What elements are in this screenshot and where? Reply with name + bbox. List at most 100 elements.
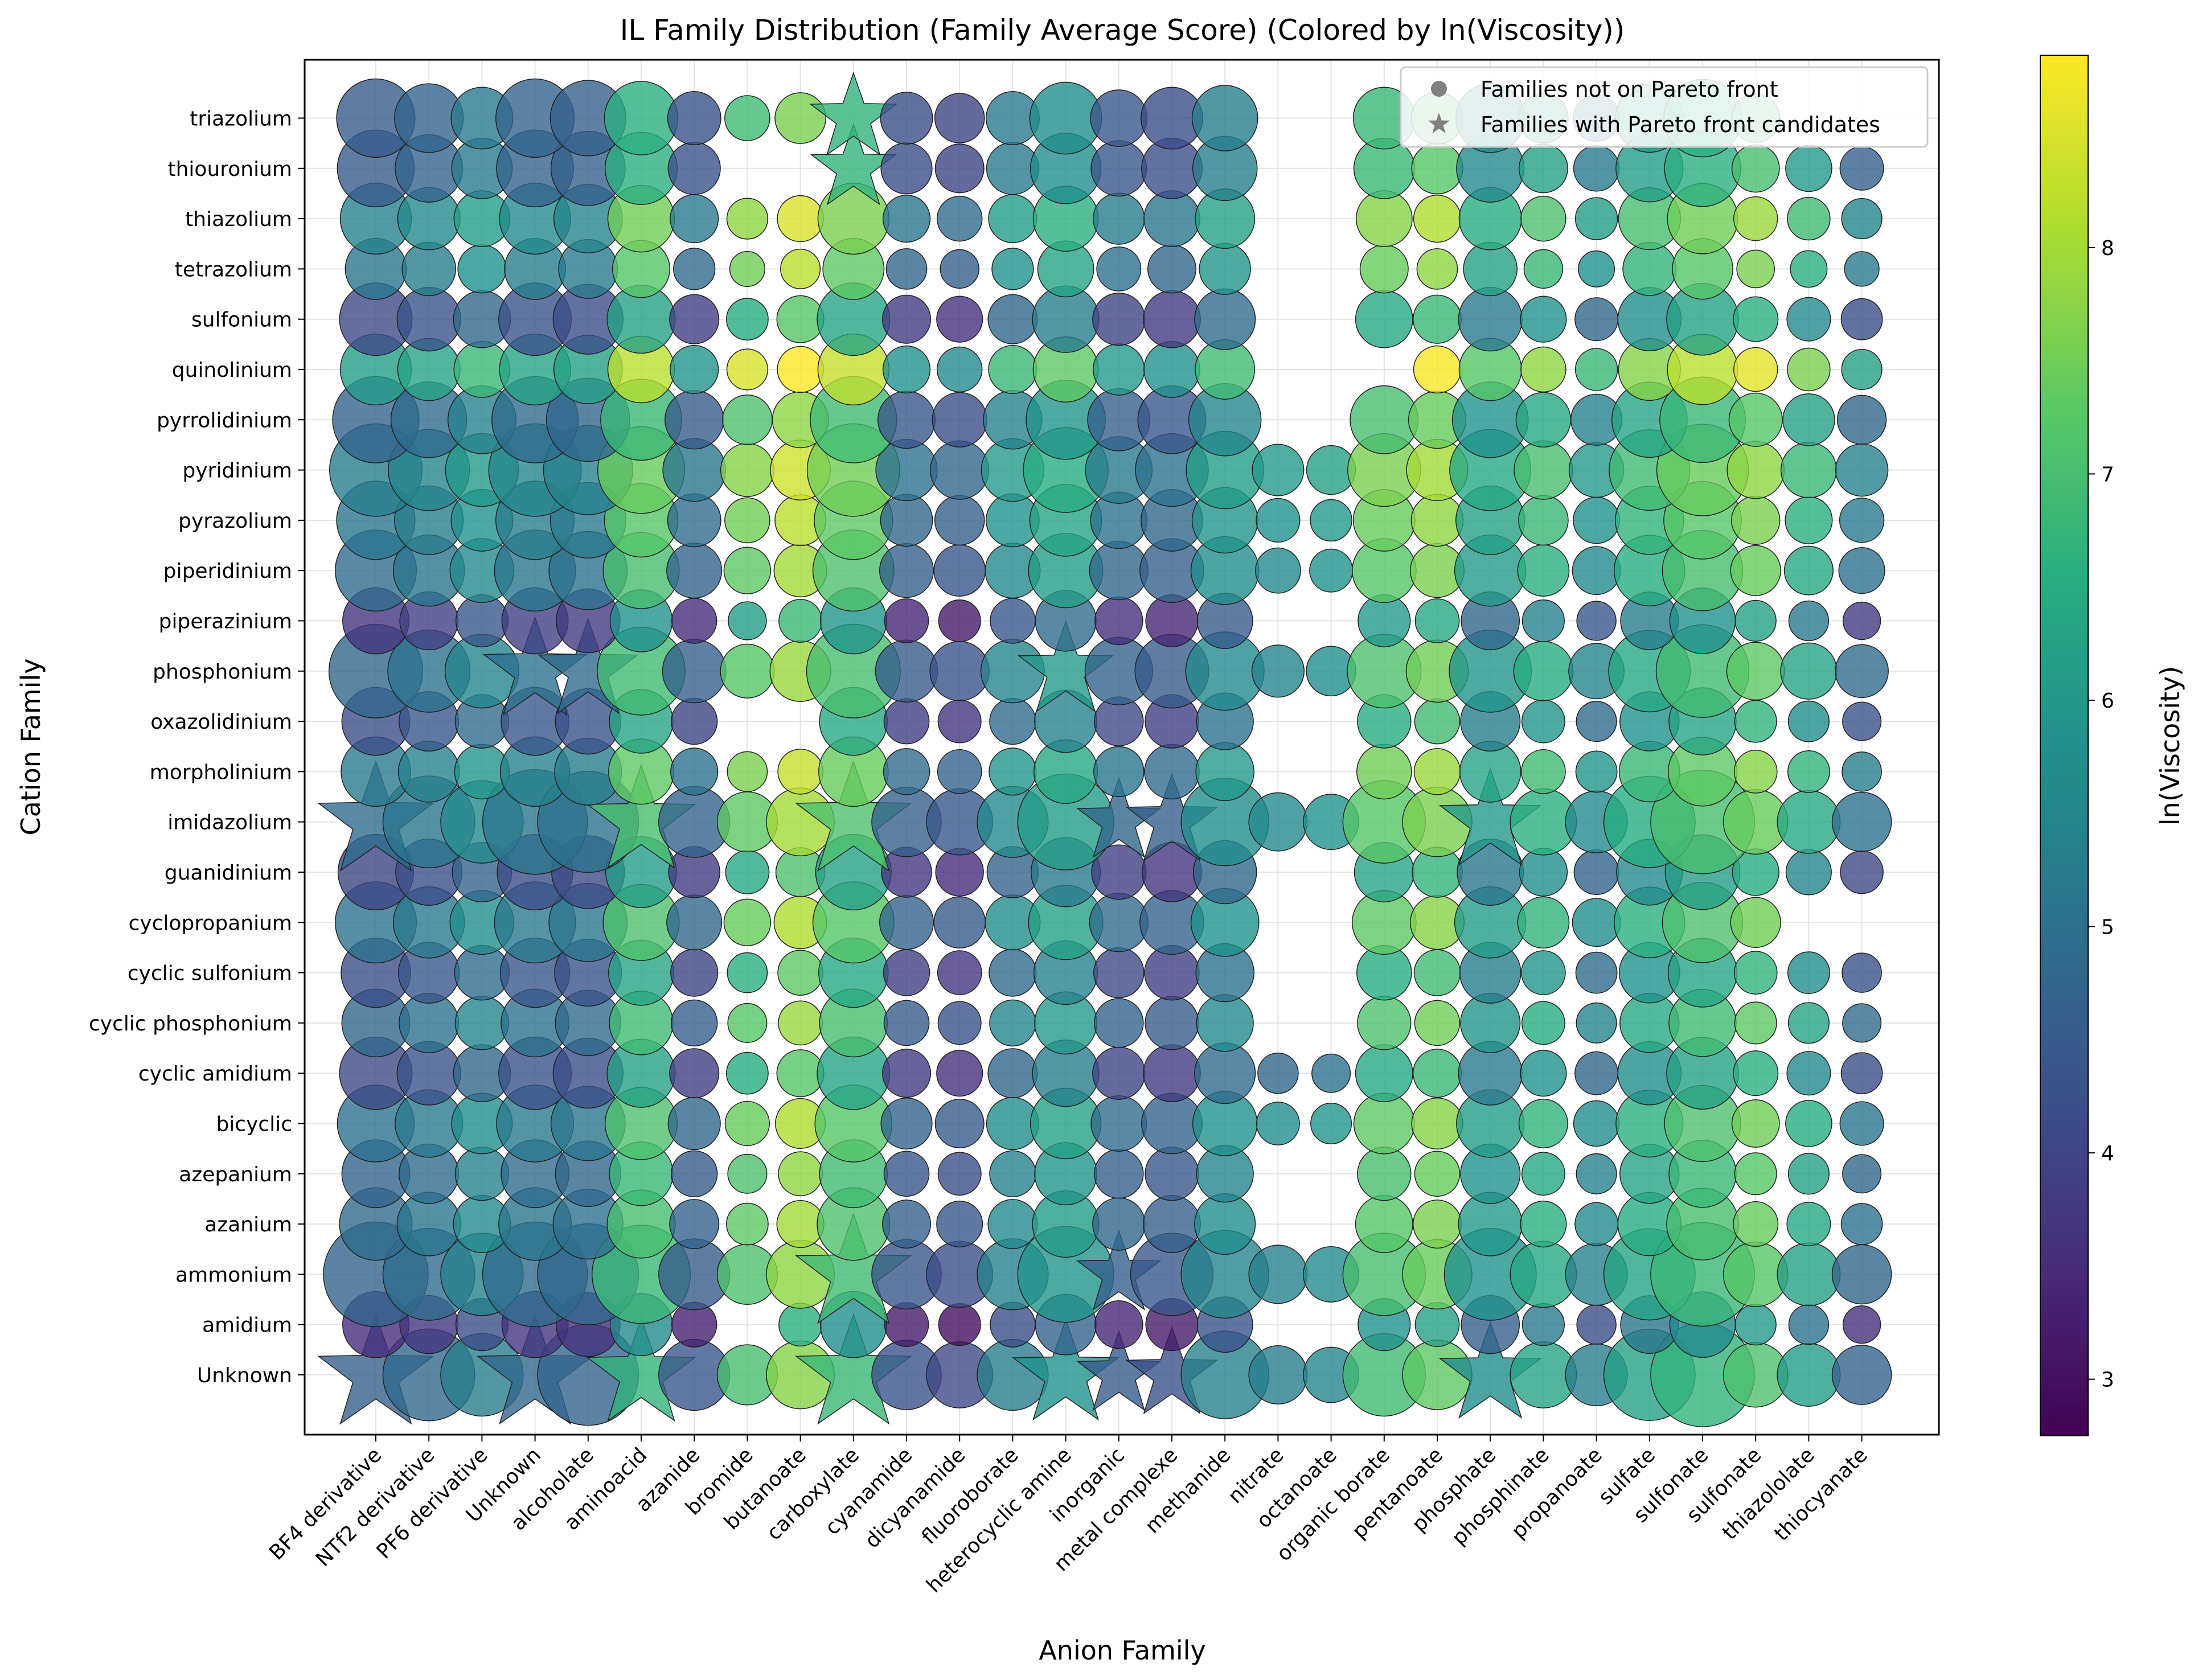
family-bubble [1523,249,1564,289]
family-bubble [1092,1046,1146,1100]
family-bubble [1787,196,1831,241]
family-bubble [1836,395,1887,445]
family-bubble [777,950,823,996]
family-bubble [1522,1303,1565,1346]
family-bubble [1353,1092,1415,1155]
family-bubble [1835,443,1889,497]
family-bubble [1414,1151,1461,1197]
family-bubble [1838,547,1885,594]
y-tick-label: sulfonium [191,309,292,332]
y-tick-label: piperidinium [163,560,292,583]
family-bubble [1518,495,1569,546]
family-bubble [938,599,981,643]
family-bubble [1412,1049,1462,1098]
family-bubble [1730,897,1781,948]
family-bubble [1780,642,1838,700]
family-bubble [664,390,724,450]
family-bubble [669,294,720,344]
family-bubble [669,1199,720,1250]
family-bubble [1521,699,1565,744]
family-bubble [884,598,929,643]
family-bubble [1520,195,1566,242]
family-bubble [1191,85,1258,151]
family-bubble [1355,1195,1413,1254]
family-bubble [1777,1343,1841,1407]
family-bubble [1411,142,1463,195]
family-bubble [937,1001,982,1045]
family-bubble [1726,642,1785,701]
family-bubble [1458,287,1523,352]
family-bubble [1090,140,1147,197]
family-bubble [1199,243,1251,295]
family-bubble [1576,1304,1617,1345]
family-bubble [671,697,718,745]
family-bubble [1196,994,1254,1052]
family-bubble [1728,392,1783,447]
family-bubble [727,751,768,792]
family-bubble [778,1303,823,1347]
family-bubble [1731,1099,1780,1148]
family-bubble [989,697,1036,745]
family-bubble [1092,1197,1146,1251]
family-bubble [990,598,1036,644]
family-bubble [1517,544,1570,597]
family-bubble [720,443,774,498]
family-bubble [989,747,1037,796]
family-bubble [937,1152,982,1196]
family-bubble [1733,1201,1779,1247]
family-bubble [1309,548,1354,593]
family-bubble [1145,996,1199,1050]
family-bubble [883,1000,930,1046]
family-bubble [1733,750,1778,794]
family-bubble [1574,1051,1619,1095]
family-bubble [1842,1003,1882,1043]
family-bubble [1413,345,1462,394]
family-bubble [1783,545,1834,595]
family-bubble [1522,599,1565,643]
family-bubble [1518,1098,1568,1149]
family-bubble [1515,392,1572,448]
family-bubble [1831,1345,1892,1405]
family-bubble [669,1048,720,1099]
legend-label-pareto: Families with Pareto front candidates [1481,112,1880,137]
family-bubble [1311,1053,1351,1093]
y-tick-label: oxazolidinium [150,710,292,734]
family-bubble [1256,498,1301,543]
family-bubble [1355,1044,1413,1103]
family-bubble [1357,1147,1412,1201]
family-bubble [937,950,982,995]
family-bubble [1094,596,1143,646]
y-tick-label: thiazolium [185,208,292,231]
colorbar-tick-label: 7 [2101,463,2114,486]
family-bubble [1413,949,1461,996]
family-bubble [1256,1102,1300,1145]
y-tick-label: tetrazolium [175,258,292,281]
y-tick-label: azepanium [179,1163,292,1186]
family-bubble [1782,393,1835,446]
family-bubble [938,1303,981,1346]
family-bubble [1622,241,1677,296]
family-bubble [929,641,990,701]
y-tick-label: cyclic sulfonium [128,962,292,985]
chart-title: IL Family Distribution (Family Average S… [620,14,1625,47]
family-bubble [988,344,1037,395]
family-bubble [883,1151,930,1197]
family-bubble [1252,443,1305,496]
family-bubble [1254,547,1301,594]
family-bubble [1194,1042,1256,1104]
y-axis-ticks: Unknown amidium ammonium azanium azepanium bi… [89,108,305,1387]
family-bubble [881,1200,932,1249]
family-bubble [1096,246,1142,291]
family-bubble [1841,198,1883,240]
family-bubble [987,294,1038,344]
family-bubble [396,287,461,352]
family-bubble [881,294,932,344]
family-bubble [936,1201,983,1248]
family-bubble [1788,1304,1830,1345]
family-bubble [724,1100,770,1147]
family-bubble [1573,849,1619,895]
family-bubble [671,1150,718,1197]
family-bubble [1514,440,1573,500]
